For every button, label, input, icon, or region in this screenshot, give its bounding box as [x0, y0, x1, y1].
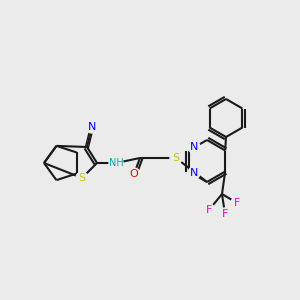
Text: N: N	[88, 122, 96, 132]
Circle shape	[86, 121, 98, 133]
Circle shape	[203, 204, 215, 216]
Circle shape	[188, 167, 200, 179]
Circle shape	[231, 197, 243, 209]
Circle shape	[170, 152, 182, 164]
Text: S: S	[172, 153, 180, 163]
Circle shape	[109, 156, 123, 170]
Circle shape	[128, 168, 140, 180]
Text: S: S	[78, 173, 85, 183]
Text: NH: NH	[109, 158, 123, 168]
Circle shape	[188, 141, 200, 153]
Circle shape	[219, 208, 231, 220]
Text: F: F	[206, 205, 212, 215]
Text: N: N	[190, 168, 198, 178]
Text: F: F	[222, 209, 228, 219]
Text: O: O	[130, 169, 138, 179]
Circle shape	[76, 172, 88, 184]
Text: N: N	[190, 142, 198, 152]
Text: F: F	[234, 198, 240, 208]
